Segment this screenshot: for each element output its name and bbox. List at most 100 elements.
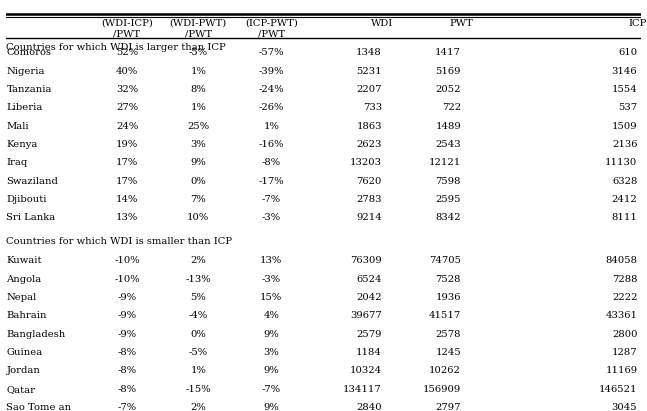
Text: 2595: 2595 <box>435 195 461 204</box>
Text: 0%: 0% <box>190 177 206 186</box>
Text: 25%: 25% <box>187 122 210 131</box>
Text: /PWT: /PWT <box>184 30 212 39</box>
Text: Jordan: Jordan <box>6 366 40 375</box>
Text: 5169: 5169 <box>435 67 461 76</box>
Text: 15%: 15% <box>260 293 282 302</box>
Text: 2042: 2042 <box>356 293 382 302</box>
Text: 1%: 1% <box>190 104 206 112</box>
Text: WDI: WDI <box>371 19 393 28</box>
Text: (ICP-PWT): (ICP-PWT) <box>245 19 298 28</box>
Text: 7%: 7% <box>190 195 206 204</box>
Text: ICP: ICP <box>628 19 646 28</box>
Text: 1509: 1509 <box>611 122 637 131</box>
Text: 1184: 1184 <box>356 348 382 357</box>
Text: 19%: 19% <box>116 140 138 149</box>
Text: -10%: -10% <box>114 256 140 266</box>
Text: 10262: 10262 <box>429 366 461 375</box>
Text: 74705: 74705 <box>429 256 461 266</box>
Text: 7528: 7528 <box>435 275 461 284</box>
Text: 32%: 32% <box>116 85 138 94</box>
Text: 14%: 14% <box>116 195 138 204</box>
Text: 10%: 10% <box>187 213 210 222</box>
Text: 24%: 24% <box>116 122 138 131</box>
Text: 8%: 8% <box>190 85 206 94</box>
Text: 2543: 2543 <box>435 140 461 149</box>
Text: 3146: 3146 <box>611 67 637 76</box>
Text: 52%: 52% <box>116 48 138 58</box>
Text: 146521: 146521 <box>599 385 637 394</box>
Text: Swaziland: Swaziland <box>6 177 58 186</box>
Text: -10%: -10% <box>114 275 140 284</box>
Text: 13%: 13% <box>116 213 138 222</box>
Text: 722: 722 <box>442 104 461 112</box>
Text: Guinea: Guinea <box>6 348 43 357</box>
Text: 2578: 2578 <box>435 330 461 339</box>
Text: Bangladesh: Bangladesh <box>6 330 66 339</box>
Text: 8111: 8111 <box>611 213 637 222</box>
Text: 12121: 12121 <box>429 158 461 167</box>
Text: 1863: 1863 <box>356 122 382 131</box>
Text: -7%: -7% <box>117 403 137 411</box>
Text: -5%: -5% <box>189 48 208 58</box>
Text: 7288: 7288 <box>612 275 637 284</box>
Text: 5%: 5% <box>190 293 206 302</box>
Text: 733: 733 <box>363 104 382 112</box>
Text: 6524: 6524 <box>356 275 382 284</box>
Text: 134117: 134117 <box>343 385 382 394</box>
Text: 1%: 1% <box>190 366 206 375</box>
Text: 1245: 1245 <box>435 348 461 357</box>
Text: 610: 610 <box>619 48 637 58</box>
Text: 2623: 2623 <box>356 140 382 149</box>
Text: -9%: -9% <box>117 293 137 302</box>
Text: 3%: 3% <box>263 348 279 357</box>
Text: 537: 537 <box>619 104 637 112</box>
Text: 2840: 2840 <box>356 403 382 411</box>
Text: 0%: 0% <box>190 330 206 339</box>
Text: -9%: -9% <box>117 330 137 339</box>
Text: 2052: 2052 <box>435 85 461 94</box>
Text: 2579: 2579 <box>356 330 382 339</box>
Text: -39%: -39% <box>258 67 284 76</box>
Text: 17%: 17% <box>116 177 138 186</box>
Text: 9%: 9% <box>263 403 279 411</box>
Text: 2207: 2207 <box>356 85 382 94</box>
Text: 6328: 6328 <box>612 177 637 186</box>
Text: 156909: 156909 <box>423 385 461 394</box>
Text: 41517: 41517 <box>429 312 461 321</box>
Text: 9%: 9% <box>263 330 279 339</box>
Text: 1554: 1554 <box>611 85 637 94</box>
Text: 3045: 3045 <box>611 403 637 411</box>
Text: 2800: 2800 <box>612 330 637 339</box>
Text: 1489: 1489 <box>435 122 461 131</box>
Text: 7620: 7620 <box>356 177 382 186</box>
Text: 2412: 2412 <box>611 195 637 204</box>
Text: 1%: 1% <box>263 122 279 131</box>
Text: 11130: 11130 <box>605 158 637 167</box>
Text: /PWT: /PWT <box>258 30 285 39</box>
Text: -13%: -13% <box>186 275 211 284</box>
Text: 39677: 39677 <box>350 312 382 321</box>
Text: -8%: -8% <box>117 385 137 394</box>
Text: 11169: 11169 <box>605 366 637 375</box>
Text: Angola: Angola <box>6 275 41 284</box>
Text: 84058: 84058 <box>606 256 637 266</box>
Text: -4%: -4% <box>189 312 208 321</box>
Text: 2%: 2% <box>190 403 206 411</box>
Text: 40%: 40% <box>116 67 138 76</box>
Text: -8%: -8% <box>117 348 137 357</box>
Text: 13%: 13% <box>260 256 282 266</box>
Text: -7%: -7% <box>261 195 281 204</box>
Text: 9%: 9% <box>190 158 206 167</box>
Text: 1936: 1936 <box>435 293 461 302</box>
Text: Bahrain: Bahrain <box>6 312 47 321</box>
Text: -24%: -24% <box>258 85 284 94</box>
Text: 1348: 1348 <box>356 48 382 58</box>
Text: -7%: -7% <box>261 385 281 394</box>
Text: -3%: -3% <box>261 275 281 284</box>
Text: 76309: 76309 <box>350 256 382 266</box>
Text: 1%: 1% <box>190 67 206 76</box>
Text: -3%: -3% <box>261 213 281 222</box>
Text: -8%: -8% <box>261 158 281 167</box>
Text: 2797: 2797 <box>435 403 461 411</box>
Text: 2222: 2222 <box>612 293 637 302</box>
